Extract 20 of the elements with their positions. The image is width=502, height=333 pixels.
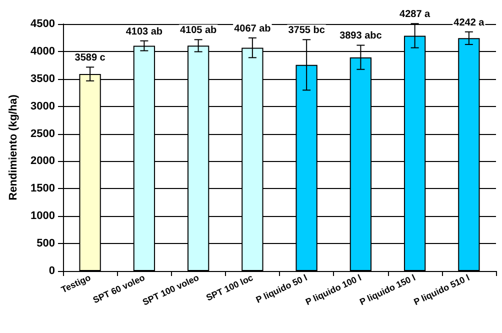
y-tick-label: 3000: [30, 100, 55, 112]
data-label: 3755 bc: [288, 25, 326, 36]
data-label: 3893 abc: [340, 30, 382, 42]
y-tick-label: 1500: [30, 182, 55, 195]
y-tick-label: 4000: [30, 45, 55, 58]
data-label: 4067 ab: [234, 23, 271, 34]
y-tick-label: 500: [36, 238, 55, 250]
y-tick-label: 4500: [30, 18, 55, 30]
y-tick-label: 1000: [30, 210, 55, 222]
x-tick-label: SPT 100 loc: [204, 272, 255, 303]
data-label: 4103 ab: [126, 26, 163, 38]
data-label: 4242 a: [454, 17, 485, 28]
y-tick-label: 2000: [30, 155, 55, 168]
y-tick-label: 0: [48, 265, 55, 277]
y-tick-label: 3500: [30, 72, 55, 85]
y-tick-label: 2500: [30, 128, 55, 140]
data-label: 3589 c: [74, 52, 106, 64]
data-label: 4105 ab: [180, 25, 217, 36]
data-label: 4287 a: [400, 9, 431, 20]
y-axis-title: Rendimiento (kg/ha): [8, 94, 20, 200]
